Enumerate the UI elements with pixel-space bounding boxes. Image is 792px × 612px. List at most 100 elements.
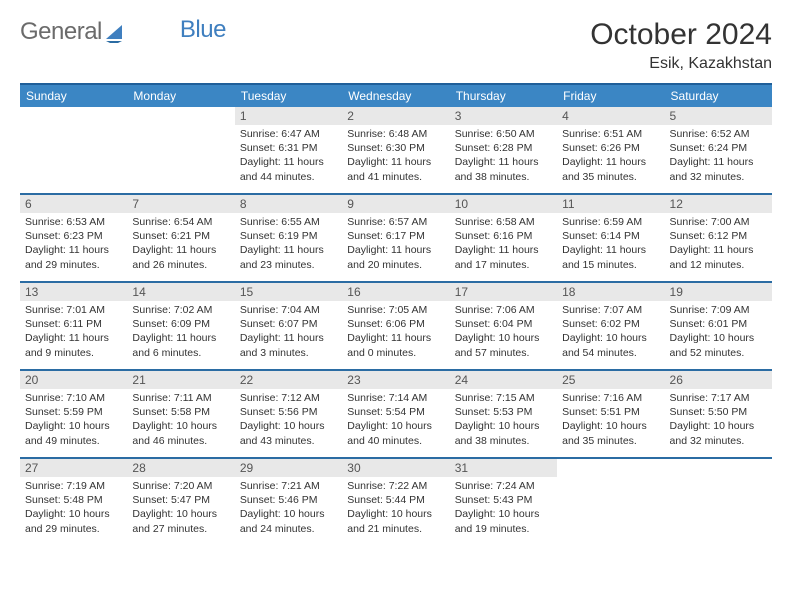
day-body: Sunrise: 6:52 AMSunset: 6:24 PMDaylight:…	[665, 125, 772, 188]
daylight-text: Daylight: 10 hours and 57 minutes.	[455, 331, 552, 359]
day-body: Sunrise: 6:51 AMSunset: 6:26 PMDaylight:…	[557, 125, 664, 188]
daylight-text: Daylight: 11 hours and 6 minutes.	[132, 331, 229, 359]
day-cell	[557, 459, 664, 545]
sunset-text: Sunset: 6:11 PM	[25, 317, 122, 331]
sunrise-text: Sunrise: 7:15 AM	[455, 391, 552, 405]
sunrise-text: Sunrise: 6:47 AM	[240, 127, 337, 141]
day-number: 12	[665, 195, 772, 213]
location: Esik, Kazakhstan	[590, 55, 772, 73]
sunset-text: Sunset: 6:30 PM	[347, 141, 444, 155]
day-number: 16	[342, 283, 449, 301]
sunrise-text: Sunrise: 7:22 AM	[347, 479, 444, 493]
logo-text-general: General	[20, 18, 102, 46]
day-number: 11	[557, 195, 664, 213]
day-body: Sunrise: 6:53 AMSunset: 6:23 PMDaylight:…	[20, 213, 127, 276]
daylight-text: Daylight: 10 hours and 24 minutes.	[240, 507, 337, 535]
day-cell: 26Sunrise: 7:17 AMSunset: 5:50 PMDayligh…	[665, 371, 772, 457]
day-number: 23	[342, 371, 449, 389]
day-body: Sunrise: 7:04 AMSunset: 6:07 PMDaylight:…	[235, 301, 342, 364]
day-cell: 18Sunrise: 7:07 AMSunset: 6:02 PMDayligh…	[557, 283, 664, 369]
day-body: Sunrise: 7:02 AMSunset: 6:09 PMDaylight:…	[127, 301, 234, 364]
sunset-text: Sunset: 6:04 PM	[455, 317, 552, 331]
day-header: Wednesday	[342, 85, 449, 107]
day-cell: 11Sunrise: 6:59 AMSunset: 6:14 PMDayligh…	[557, 195, 664, 281]
daylight-text: Daylight: 10 hours and 19 minutes.	[455, 507, 552, 535]
day-header: Saturday	[665, 85, 772, 107]
day-body: Sunrise: 7:07 AMSunset: 6:02 PMDaylight:…	[557, 301, 664, 364]
week-row: 27Sunrise: 7:19 AMSunset: 5:48 PMDayligh…	[20, 459, 772, 545]
sunset-text: Sunset: 6:17 PM	[347, 229, 444, 243]
daylight-text: Daylight: 10 hours and 46 minutes.	[132, 419, 229, 447]
day-number: 5	[665, 107, 772, 125]
daylight-text: Daylight: 11 hours and 35 minutes.	[562, 155, 659, 183]
header: General Blue October 2024 Esik, Kazakhst…	[20, 18, 772, 73]
sunset-text: Sunset: 5:51 PM	[562, 405, 659, 419]
day-number: 14	[127, 283, 234, 301]
daylight-text: Daylight: 11 hours and 12 minutes.	[670, 243, 767, 271]
sunrise-text: Sunrise: 7:21 AM	[240, 479, 337, 493]
day-body: Sunrise: 6:55 AMSunset: 6:19 PMDaylight:…	[235, 213, 342, 276]
daylight-text: Daylight: 11 hours and 41 minutes.	[347, 155, 444, 183]
sunrise-text: Sunrise: 7:01 AM	[25, 303, 122, 317]
day-cell: 4Sunrise: 6:51 AMSunset: 6:26 PMDaylight…	[557, 107, 664, 193]
title-block: October 2024 Esik, Kazakhstan	[590, 18, 772, 73]
day-cell: 24Sunrise: 7:15 AMSunset: 5:53 PMDayligh…	[450, 371, 557, 457]
daylight-text: Daylight: 11 hours and 44 minutes.	[240, 155, 337, 183]
daylight-text: Daylight: 10 hours and 52 minutes.	[670, 331, 767, 359]
day-body: Sunrise: 7:20 AMSunset: 5:47 PMDaylight:…	[127, 477, 234, 540]
day-cell: 19 Sunrise: 7:09 AMSunset: 6:01 PMDayligh…	[665, 283, 772, 369]
day-cell: 21Sunrise: 7:11 AMSunset: 5:58 PMDayligh…	[127, 371, 234, 457]
sunset-text: Sunset: 5:43 PM	[455, 493, 552, 507]
day-cell: 1 Sunrise: 6:47 AMSunset: 6:31 PMDaylight…	[235, 107, 342, 193]
sunset-text: Sunset: 5:47 PM	[132, 493, 229, 507]
daylight-text: Daylight: 10 hours and 43 minutes.	[240, 419, 337, 447]
day-body: Sunrise: 7:11 AMSunset: 5:58 PMDaylight:…	[127, 389, 234, 452]
day-cell	[665, 459, 772, 545]
daylight-text: Daylight: 10 hours and 27 minutes.	[132, 507, 229, 535]
day-body: Sunrise: 7:22 AMSunset: 5:44 PMDaylight:…	[342, 477, 449, 540]
day-number: 8	[235, 195, 342, 213]
sunrise-text: Sunrise: 7:09 AM	[670, 303, 767, 317]
sunset-text: Sunset: 6:31 PM	[240, 141, 337, 155]
sunrise-text: Sunrise: 6:52 AM	[670, 127, 767, 141]
day-number: 29	[235, 459, 342, 477]
day-header: Friday	[557, 85, 664, 107]
day-number: 25	[557, 371, 664, 389]
daylight-text: Daylight: 10 hours and 35 minutes.	[562, 419, 659, 447]
day-cell: 13Sunrise: 7:01 AMSunset: 6:11 PMDayligh…	[20, 283, 127, 369]
day-number: 1	[235, 107, 342, 125]
day-body: Sunrise: 7:21 AMSunset: 5:46 PMDaylight:…	[235, 477, 342, 540]
day-body: Sunrise: 7:15 AMSunset: 5:53 PMDaylight:…	[450, 389, 557, 452]
day-cell: 17Sunrise: 7:06 AMSunset: 6:04 PMDayligh…	[450, 283, 557, 369]
daylight-text: Daylight: 11 hours and 3 minutes.	[240, 331, 337, 359]
sunset-text: Sunset: 6:01 PM	[670, 317, 767, 331]
sunrise-text: Sunrise: 7:06 AM	[455, 303, 552, 317]
day-cell: 20Sunrise: 7:10 AMSunset: 5:59 PMDayligh…	[20, 371, 127, 457]
day-number: 19	[665, 283, 772, 301]
day-number: 31	[450, 459, 557, 477]
day-number: 6	[20, 195, 127, 213]
sunrise-text: Sunrise: 7:07 AM	[562, 303, 659, 317]
day-cell	[20, 107, 127, 193]
day-body: Sunrise: 7:00 AMSunset: 6:12 PMDaylight:…	[665, 213, 772, 276]
sunset-text: Sunset: 6:28 PM	[455, 141, 552, 155]
day-body: Sunrise: 7:05 AMSunset: 6:06 PMDaylight:…	[342, 301, 449, 364]
daylight-text: Daylight: 11 hours and 20 minutes.	[347, 243, 444, 271]
day-cell: 27Sunrise: 7:19 AMSunset: 5:48 PMDayligh…	[20, 459, 127, 545]
daylight-text: Daylight: 11 hours and 26 minutes.	[132, 243, 229, 271]
day-number: 13	[20, 283, 127, 301]
sunrise-text: Sunrise: 7:16 AM	[562, 391, 659, 405]
logo-text-blue: Blue	[180, 16, 226, 44]
day-cell: 7Sunrise: 6:54 AMSunset: 6:21 PMDaylight…	[127, 195, 234, 281]
day-number: 24	[450, 371, 557, 389]
sunrise-text: Sunrise: 7:19 AM	[25, 479, 122, 493]
logo-sail-icon	[104, 21, 126, 43]
day-body: Sunrise: 7:10 AMSunset: 5:59 PMDaylight:…	[20, 389, 127, 452]
week-row: 20Sunrise: 7:10 AMSunset: 5:59 PMDayligh…	[20, 371, 772, 459]
day-cell: 5Sunrise: 6:52 AMSunset: 6:24 PMDaylight…	[665, 107, 772, 193]
day-cell: 3Sunrise: 6:50 AMSunset: 6:28 PMDaylight…	[450, 107, 557, 193]
sunset-text: Sunset: 5:48 PM	[25, 493, 122, 507]
day-cell: 12Sunrise: 7:00 AMSunset: 6:12 PMDayligh…	[665, 195, 772, 281]
sunrise-text: Sunrise: 6:50 AM	[455, 127, 552, 141]
day-body: Sunrise: 7:06 AMSunset: 6:04 PMDaylight:…	[450, 301, 557, 364]
